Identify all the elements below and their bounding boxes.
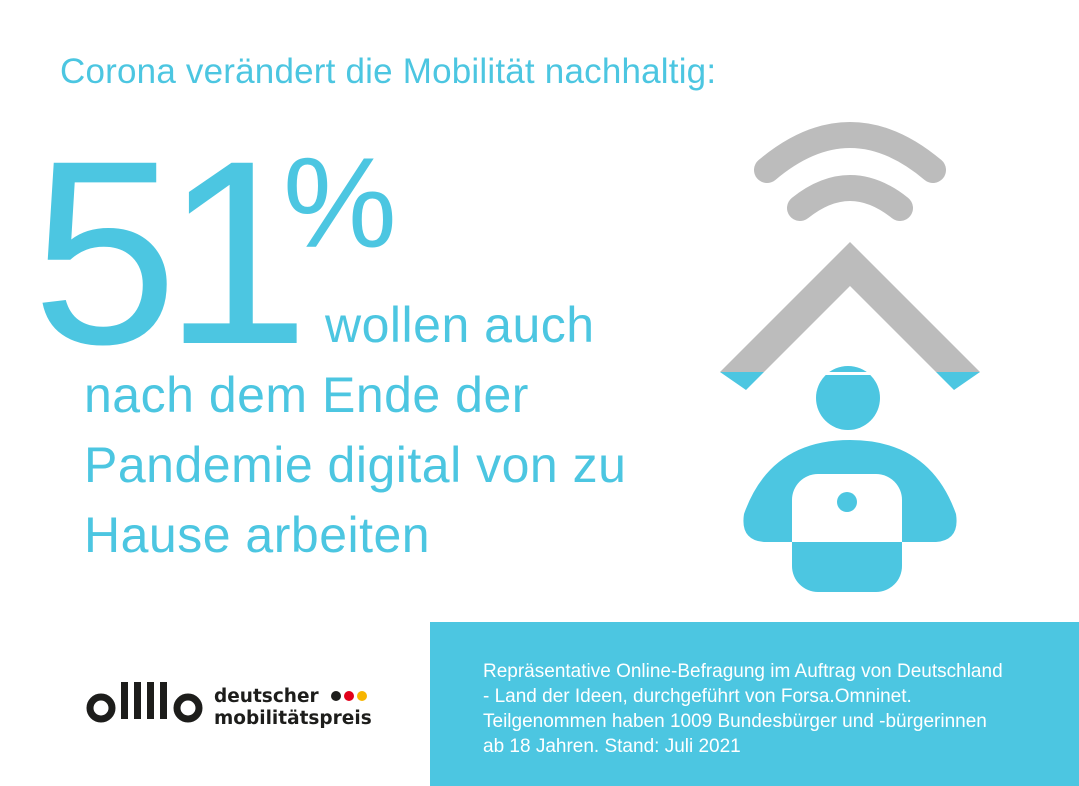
wifi-inner-arc-icon (787, 175, 913, 221)
wifi-outer-arc-icon (754, 122, 946, 183)
statement-line-1: wollen auch (325, 297, 595, 353)
source-note-line-3: Teilgenommen haben 1009 Bundesbürger und… (483, 711, 987, 732)
logo-mark-icon (86, 682, 203, 723)
roof-icon (720, 242, 980, 390)
source-note-line-1: Repräsentative Online-Befragung im Auftr… (483, 661, 1003, 682)
logo-dots-icon (331, 685, 370, 707)
statement-line-2: nach dem Ende der (84, 367, 529, 423)
person-head-icon (810, 366, 886, 430)
logo-wordmark: deutscher mobilitätspreis (214, 685, 372, 730)
headline: Corona verändert die Mobilität nachhalti… (60, 52, 717, 91)
source-note-box: Repräsentative Online-Befragung im Auftr… (430, 622, 1079, 786)
stat-number: 51 (32, 106, 309, 399)
statement-line-3: Pandemie digital von zu (84, 437, 627, 493)
logo-line-2: mobilitätspreis (214, 708, 372, 729)
logo-line-1: deutscher (214, 686, 319, 707)
stat-percent-sign: % (283, 132, 397, 275)
source-note-line-4: ab 18 Jahren. Stand: Juli 2021 (483, 736, 741, 757)
home-office-wifi-icon (720, 122, 980, 592)
statement-line-4: Hause arbeiten (84, 507, 431, 563)
logo: deutscher mobilitätspreis (86, 668, 416, 748)
laptop-icon (792, 474, 902, 592)
source-note-line-2: - Land der Ideen, durchgeführt von Forsa… (483, 686, 912, 707)
source-note: Repräsentative Online-Befragung im Auftr… (483, 659, 1063, 759)
